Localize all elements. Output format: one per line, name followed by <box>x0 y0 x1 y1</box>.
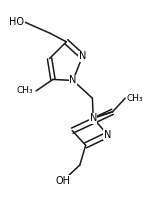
Text: CH₃: CH₃ <box>127 94 143 103</box>
Text: CH₃: CH₃ <box>16 86 33 96</box>
Text: HO: HO <box>9 17 24 27</box>
Text: OH: OH <box>55 176 71 186</box>
Text: N: N <box>90 113 97 123</box>
Text: N: N <box>79 51 86 61</box>
Text: N: N <box>104 130 111 140</box>
Text: N: N <box>69 75 77 85</box>
